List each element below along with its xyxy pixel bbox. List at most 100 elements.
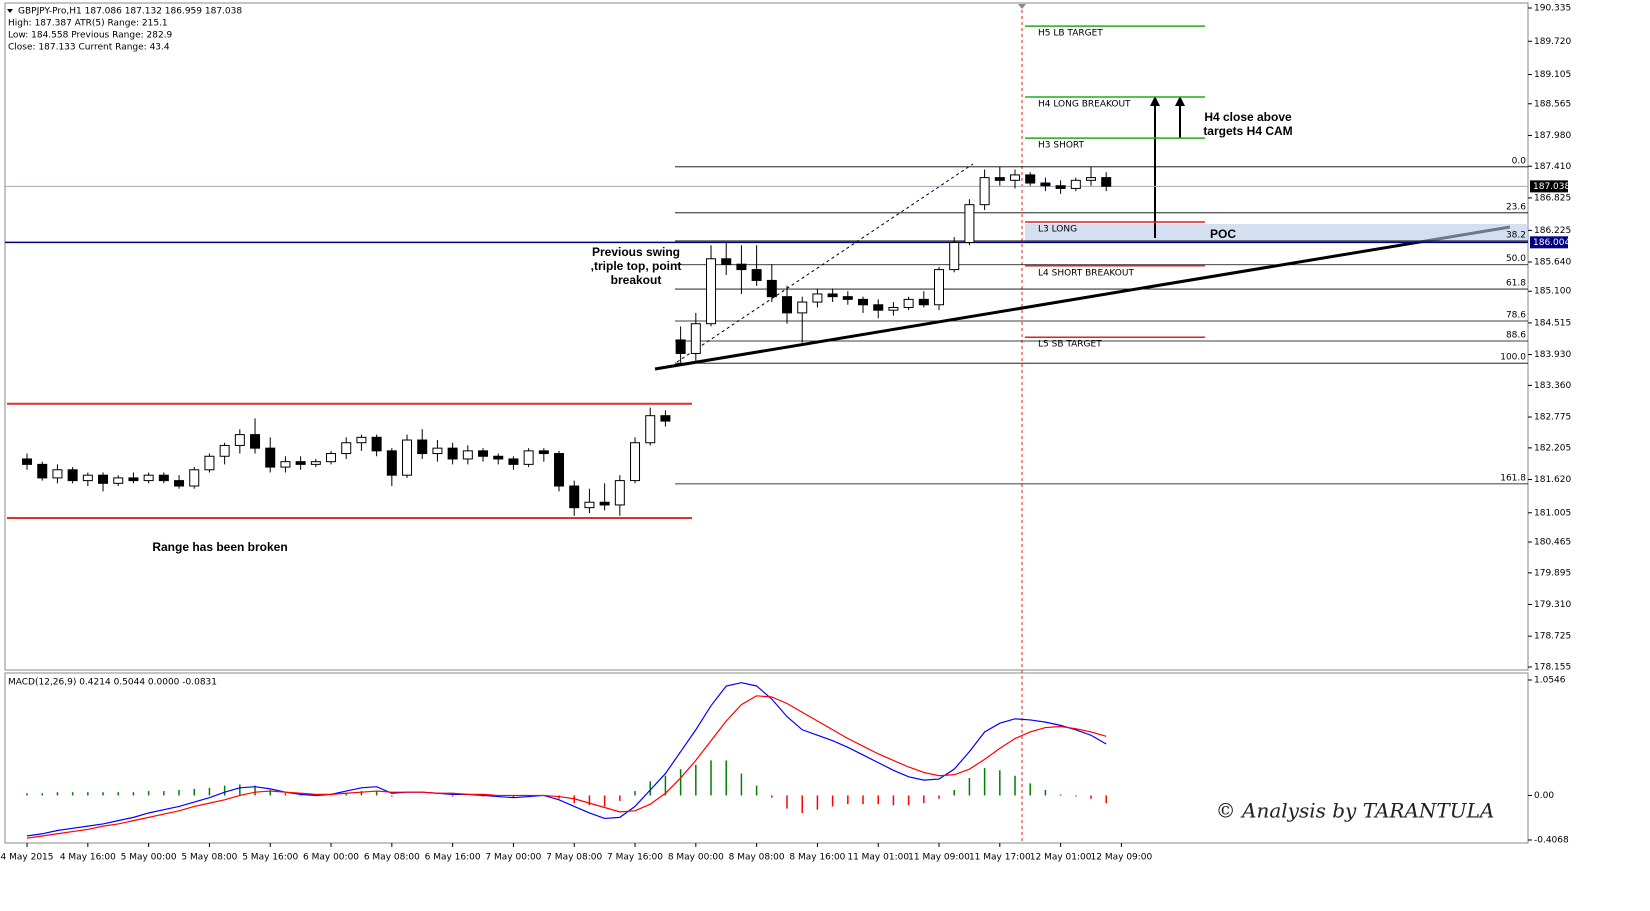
macd-panel bbox=[4, 672, 1529, 844]
x-tick-label: 12 May 01:00 bbox=[1030, 853, 1092, 863]
signature: © Analysis by TARANTULA bbox=[1216, 799, 1495, 823]
camarilla-label: H4 LONG BREAKOUT bbox=[1038, 100, 1131, 110]
annotation: H4 close above bbox=[1204, 110, 1292, 124]
price-box-label: 187.038 bbox=[1533, 182, 1570, 192]
info-line: GBPJPY-Pro,H1 187.086 187.132 186.959 18… bbox=[18, 7, 242, 17]
candle-body bbox=[158, 474, 169, 482]
candle-body bbox=[706, 258, 717, 325]
price-box-label: 186.004 bbox=[1533, 238, 1570, 248]
candle-body bbox=[1025, 174, 1036, 184]
arrow-head bbox=[1150, 96, 1160, 106]
candle-body bbox=[584, 501, 595, 509]
candle-body bbox=[827, 293, 838, 298]
y-tick-label: 182.775 bbox=[1534, 413, 1571, 423]
candle-body bbox=[903, 298, 914, 308]
camarilla-label: H3 SHORT bbox=[1038, 141, 1085, 151]
x-tick-label: 5 May 08:00 bbox=[181, 853, 237, 863]
annotation: ,triple top, point bbox=[591, 259, 682, 273]
candle-body bbox=[326, 453, 337, 463]
poc-zone bbox=[1025, 224, 1528, 242]
candle-body bbox=[386, 450, 397, 476]
y-tick-label: 183.360 bbox=[1534, 381, 1571, 391]
camarilla-label: L4 SHORT BREAKOUT bbox=[1038, 268, 1134, 278]
annotation: breakout bbox=[611, 273, 662, 287]
candle-body bbox=[1070, 179, 1081, 189]
candle-body bbox=[417, 439, 428, 455]
candle-body bbox=[295, 461, 306, 465]
y-tick-label: 181.620 bbox=[1534, 475, 1571, 485]
y-tick-label: 179.895 bbox=[1534, 568, 1571, 578]
x-tick-label: 4 May 16:00 bbox=[60, 853, 116, 863]
y-tick-label: 181.005 bbox=[1534, 508, 1571, 518]
candle-body bbox=[994, 177, 1005, 181]
candle-body bbox=[538, 450, 549, 455]
candle-body bbox=[630, 442, 641, 482]
candle-body bbox=[873, 304, 884, 311]
macd-line bbox=[26, 682, 1107, 837]
candle-body bbox=[143, 474, 154, 482]
fibo-label: 100.0 bbox=[1500, 353, 1526, 363]
candle-body bbox=[371, 436, 382, 452]
x-tick-label: 7 May 00:00 bbox=[485, 853, 541, 863]
candle-body bbox=[462, 450, 473, 460]
y-tick-label: 185.100 bbox=[1534, 287, 1571, 297]
candle-body bbox=[478, 450, 489, 457]
candle-body bbox=[660, 415, 671, 422]
y-tick-label: 178.155 bbox=[1534, 663, 1571, 673]
y-tick-label: 185.640 bbox=[1534, 258, 1571, 268]
y-tick-label: 1.0546 bbox=[1534, 676, 1566, 686]
candle-body bbox=[265, 447, 276, 468]
x-tick-label: 11 May 17:00 bbox=[969, 853, 1031, 863]
candle-body bbox=[934, 269, 945, 306]
x-tick-label: 8 May 00:00 bbox=[668, 853, 724, 863]
candle-body bbox=[447, 447, 458, 460]
candle-body bbox=[964, 204, 975, 244]
candle-body bbox=[645, 415, 656, 444]
camarilla-label: H5 LB TARGET bbox=[1038, 29, 1103, 39]
y-tick-label: 186.225 bbox=[1534, 226, 1571, 236]
candle-body bbox=[37, 463, 48, 479]
y-tick-label: 179.310 bbox=[1534, 600, 1571, 610]
y-tick-label: 184.515 bbox=[1534, 318, 1571, 328]
fibo-label: 78.6 bbox=[1506, 310, 1526, 320]
fibo-baseline bbox=[676, 163, 974, 363]
x-tick-label: 7 May 08:00 bbox=[546, 853, 602, 863]
candle-body bbox=[508, 458, 519, 465]
candle-body bbox=[949, 242, 960, 271]
candle-body bbox=[736, 263, 747, 271]
arrows bbox=[1150, 96, 1185, 238]
candle-body bbox=[812, 293, 823, 303]
y-tick-label: 189.105 bbox=[1534, 70, 1571, 80]
fibo-label: 50.0 bbox=[1506, 254, 1526, 264]
candle-body bbox=[280, 461, 291, 468]
y-tick-label: 0.00 bbox=[1534, 791, 1554, 801]
y-tick-label: 183.930 bbox=[1534, 350, 1571, 360]
candle-body bbox=[888, 306, 899, 311]
candle-body bbox=[113, 477, 124, 484]
candle-body bbox=[842, 296, 853, 300]
annotation: targets H4 CAM bbox=[1203, 124, 1292, 138]
macd-title: MACD(12,26,9) 0.4214 0.5044 0.0000 -0.08… bbox=[8, 678, 217, 688]
candle-body bbox=[204, 455, 215, 471]
trendline bbox=[654, 225, 1511, 371]
camarilla-label: L5 SB TARGET bbox=[1038, 340, 1102, 350]
candle-body bbox=[751, 269, 762, 281]
candle-body bbox=[493, 455, 504, 460]
candle-body bbox=[523, 450, 534, 465]
y-tick-label: 187.980 bbox=[1534, 131, 1571, 141]
candle-body bbox=[918, 298, 929, 306]
annotation: POC bbox=[1210, 227, 1236, 241]
candle-body bbox=[128, 477, 139, 482]
y-tick-label: 178.725 bbox=[1534, 632, 1571, 642]
candle-body bbox=[675, 339, 686, 354]
candle-body bbox=[1040, 182, 1051, 187]
candle-body bbox=[1101, 177, 1112, 187]
info-line: Low: 184.558 Previous Range: 282.9 bbox=[8, 31, 173, 41]
price-box bbox=[1530, 236, 1568, 249]
fibo-label: 0.0 bbox=[1512, 156, 1527, 166]
candle-body bbox=[82, 474, 93, 482]
y-tick-label: 180.465 bbox=[1534, 538, 1571, 548]
x-tick-label: 11 May 09:00 bbox=[908, 853, 970, 863]
y-tick-label: 187.410 bbox=[1534, 162, 1571, 172]
